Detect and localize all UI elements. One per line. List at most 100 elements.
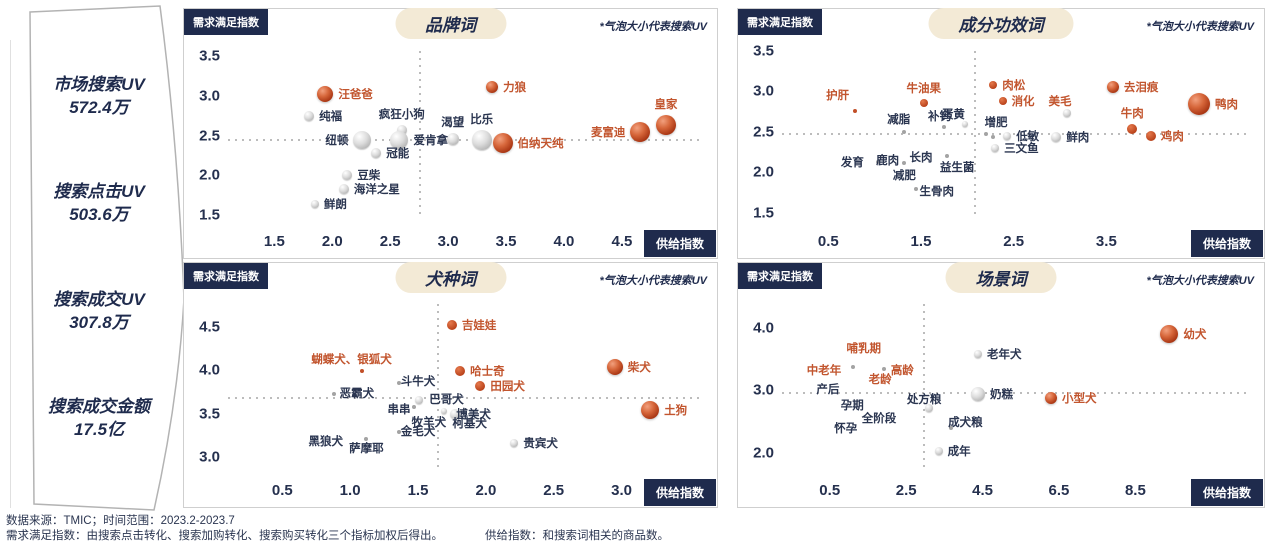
point-label: 串串 bbox=[387, 403, 411, 416]
plot-area-ingredient: 0.5 1.5 2.5 3.5 3.5 3.0 2.5 2.0 1.5 护肝 牛油果 减脂 补钙 蛋黄 肉松… bbox=[753, 43, 1250, 250]
point-label: 中老年 bbox=[806, 365, 842, 378]
bubble-size-note: *气泡大小代表搜索UV bbox=[1146, 21, 1254, 33]
bubble bbox=[851, 364, 856, 369]
bubble-海洋之星 bbox=[338, 184, 349, 195]
bubble-渴望 bbox=[446, 132, 459, 145]
point-label: 柯基犬 bbox=[452, 418, 487, 431]
bubble bbox=[882, 366, 887, 371]
x-tick: 2.5 bbox=[543, 482, 565, 499]
bubble-麦富迪 bbox=[630, 122, 651, 143]
crosshair-horizontal bbox=[782, 132, 1250, 135]
point-label: 牧羊犬 bbox=[411, 416, 447, 429]
bubble-奶糕 bbox=[970, 387, 985, 402]
point-label: 鸡肉 bbox=[1160, 130, 1184, 143]
point-label: 生骨肉 bbox=[919, 185, 955, 198]
y-tick: 1.5 bbox=[753, 204, 774, 222]
metric-search-click-uv: 搜索点击UV 503.6万 bbox=[34, 181, 164, 227]
point-label: 补钙 bbox=[928, 110, 952, 123]
bubble bbox=[360, 369, 365, 374]
x-tick: 1.5 bbox=[910, 233, 932, 250]
y-tick: 4.0 bbox=[753, 319, 774, 337]
point-label: 成年 bbox=[947, 446, 971, 459]
x-tick: 0.5 bbox=[817, 233, 839, 250]
point-label: 力狼 bbox=[503, 81, 527, 94]
point-label: 蝴蝶犬、银狐犬 bbox=[311, 354, 392, 367]
footer-demand-index-definition: 需求满足指数：由搜索点击转化、搜索加购转化、搜索购买转化三个指标加权后得出。 bbox=[6, 529, 443, 542]
point-label: 护肝 bbox=[826, 90, 850, 103]
bubble-牛肉 bbox=[1127, 124, 1138, 135]
point-label: 鲜朗 bbox=[323, 199, 347, 212]
bubble-柴犬 bbox=[606, 359, 623, 375]
point-label: 老年犬 bbox=[986, 348, 1022, 361]
chart-panel-breed: 需求满足指数 犬种词 *气泡大小代表搜索UV 0.5 1.0 1.5 2.0 2.5 3.… bbox=[183, 262, 718, 508]
crosshair-vertical bbox=[973, 50, 976, 219]
bubble bbox=[440, 408, 447, 415]
point-label: 去泪痕 bbox=[1123, 81, 1159, 94]
chart-panel-brand: 需求满足指数 品牌词 *气泡大小代表搜索UV 1.5 2.0 2.5 3.0 3.5 4.… bbox=[183, 8, 718, 259]
point-label: 消化 bbox=[1011, 96, 1035, 109]
bubble bbox=[944, 154, 949, 159]
point-label: 减肥 bbox=[892, 169, 916, 182]
bubble-size-note: *气泡大小代表搜索UV bbox=[1146, 275, 1254, 287]
point-label: 汪爸爸 bbox=[338, 89, 373, 102]
metric-label: 搜索成交金额 bbox=[48, 397, 150, 417]
y-tick: 4.5 bbox=[199, 318, 220, 336]
bubble bbox=[925, 403, 934, 412]
crosshair-vertical bbox=[437, 304, 439, 468]
metric-value: 503.6万 bbox=[69, 205, 129, 225]
crosshair-horizontal bbox=[228, 139, 703, 142]
bubble bbox=[949, 425, 954, 430]
chart-title-ingredient: 成分功效词 bbox=[928, 8, 1074, 39]
point-label: 爱肯拿 bbox=[413, 135, 448, 148]
footer-definitions: 需求满足指数：由搜索点击转化、搜索加购转化、搜索购买转化三个指标加权后得出。 供给… bbox=[6, 529, 669, 544]
point-label: 田园犬 bbox=[490, 381, 525, 394]
y-axis-label: 需求满足指数 bbox=[738, 9, 822, 35]
bubble-力狼 bbox=[486, 80, 499, 93]
y-tick: 2.5 bbox=[199, 127, 220, 144]
x-tick: 4.5 bbox=[611, 233, 633, 250]
summary-sidebar: 市场搜索UV 572.4万 搜索点击UV 503.6万 搜索成交UV 307.8… bbox=[20, 3, 190, 515]
footer-data-source: 数据来源：TMIC；时间范围：2023.2-2023.7 bbox=[6, 515, 235, 527]
x-tick: 4.0 bbox=[553, 233, 575, 250]
chart-title-brand: 品牌词 bbox=[395, 8, 506, 39]
point-label: 海洋之星 bbox=[353, 184, 400, 197]
y-tick: 3.5 bbox=[199, 47, 220, 65]
metric-value: 17.5亿 bbox=[73, 420, 125, 440]
bubble-老年犬 bbox=[973, 349, 982, 358]
point-label: 益生菌 bbox=[939, 162, 975, 175]
bubble-纽顿 bbox=[353, 131, 372, 150]
y-tick: 1.5 bbox=[199, 206, 220, 223]
metric-label: 市场搜索UV bbox=[53, 74, 145, 94]
x-tick: 3.0 bbox=[611, 482, 633, 499]
y-tick: 3.0 bbox=[753, 82, 774, 100]
point-label: 孕期 bbox=[840, 400, 864, 413]
bubble bbox=[942, 125, 947, 130]
point-label: 奶糕 bbox=[989, 389, 1013, 402]
bubble-纯福 bbox=[304, 110, 315, 121]
point-label: 产后 bbox=[816, 383, 840, 396]
point-label: 疯狂小狗 bbox=[378, 108, 425, 121]
bubble bbox=[397, 380, 401, 385]
point-label: 土狗 bbox=[664, 405, 688, 418]
chart-panel-ingredient: 需求满足指数 成分功效词 *气泡大小代表搜索UV 0.5 1.5 2.5 3.5 3.5… bbox=[737, 8, 1265, 259]
point-label: 金毛犬 bbox=[400, 426, 436, 439]
plot-area-scene: 0.5 2.5 4.5 6.5 8.5 4.0 3.0 2.0 幼犬 老年犬 哺乳期 中老年 高龄 老龄产… bbox=[753, 301, 1250, 499]
y-tick: 2.0 bbox=[199, 166, 220, 184]
crosshair-horizontal bbox=[782, 392, 1250, 395]
x-tick: 1.0 bbox=[339, 482, 361, 499]
point-label: 小型犬 bbox=[1061, 392, 1097, 405]
bubble-小型犬 bbox=[1044, 391, 1057, 404]
x-axis-label: 供给指数 bbox=[643, 230, 716, 257]
y-tick: 4.0 bbox=[199, 361, 220, 379]
bubble-皇家 bbox=[655, 115, 676, 136]
left-edge-line bbox=[10, 40, 11, 508]
point-label: 增肥 bbox=[984, 117, 1008, 130]
bubble-牛油果 bbox=[919, 98, 928, 107]
x-tick: 2.5 bbox=[1003, 233, 1025, 250]
bubble bbox=[902, 129, 907, 134]
x-tick: 0.5 bbox=[819, 482, 841, 499]
bubble-肉松 bbox=[989, 80, 998, 89]
point-label: 牛肉 bbox=[1120, 108, 1144, 121]
metric-label: 搜索点击UV bbox=[53, 182, 145, 202]
point-label: 长肉 bbox=[909, 151, 933, 164]
